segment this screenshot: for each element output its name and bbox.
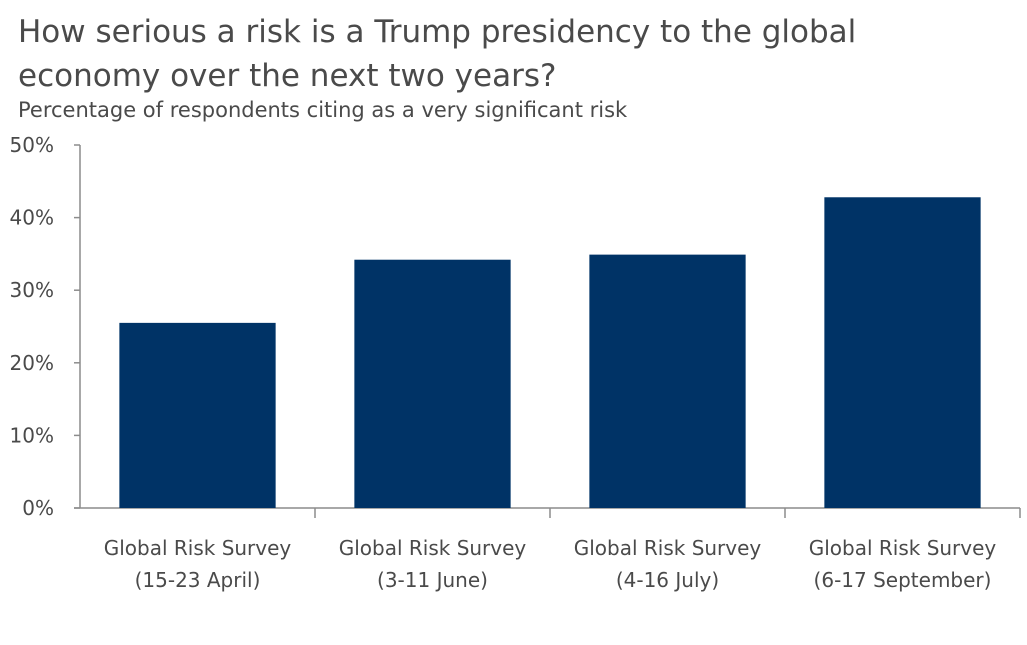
- y-tick-label: 30%: [10, 278, 54, 302]
- x-tick-label: Global Risk Survey: [809, 536, 997, 560]
- bar: [119, 322, 276, 508]
- x-tick-label: (15-23 April): [135, 568, 261, 592]
- bar: [824, 197, 981, 508]
- chart-subtitle: Percentage of respondents citing as a ve…: [18, 98, 628, 122]
- x-tick-label: Global Risk Survey: [339, 536, 527, 560]
- y-tick-label: 40%: [10, 206, 54, 230]
- bar: [354, 259, 511, 508]
- y-tick-label: 10%: [10, 423, 54, 447]
- x-tick-label: (3-11 June): [377, 568, 488, 592]
- chart-title: How serious a risk is a Trump presidency…: [18, 14, 857, 94]
- y-tick-label: 50%: [10, 133, 54, 157]
- x-tick-label: Global Risk Survey: [574, 536, 762, 560]
- y-tick-label: 20%: [10, 351, 54, 375]
- x-tick-label: (4-16 July): [616, 568, 719, 592]
- bar: [589, 254, 746, 508]
- x-tick-label: Global Risk Survey: [104, 536, 292, 560]
- x-tick-label: (6-17 September): [814, 568, 992, 592]
- y-tick-label: 0%: [22, 496, 54, 520]
